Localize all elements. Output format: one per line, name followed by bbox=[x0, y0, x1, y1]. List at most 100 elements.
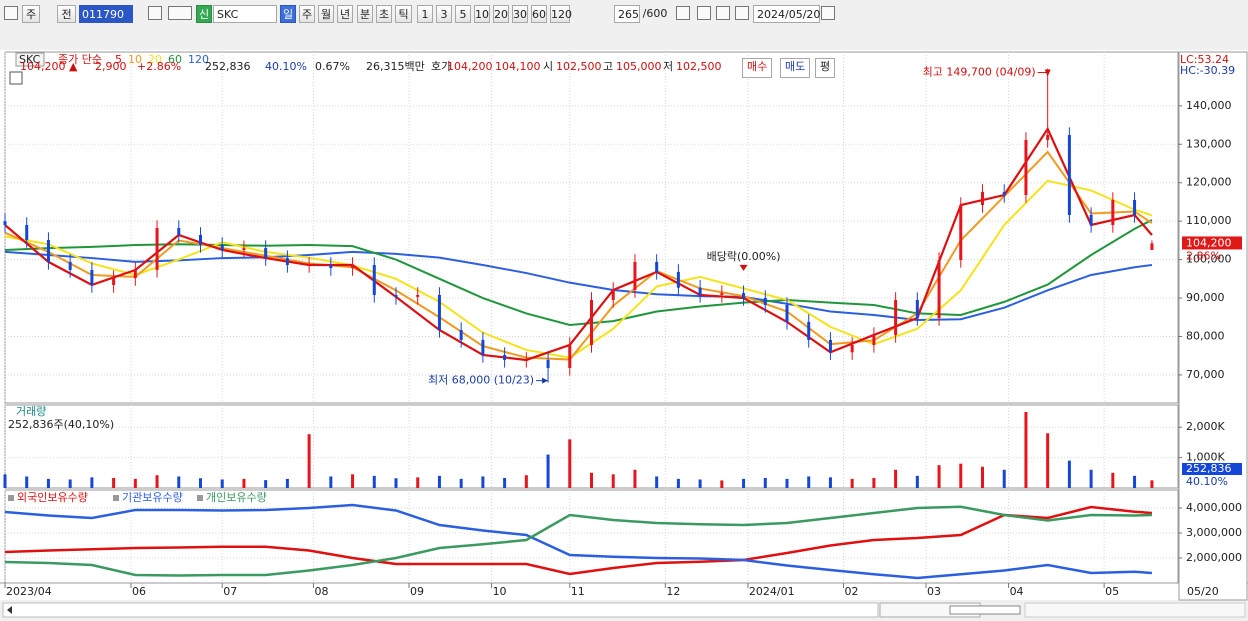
candle-body bbox=[133, 269, 137, 279]
y-tick-label: 2,000,000 bbox=[1186, 551, 1242, 564]
tool-icons[interactable] bbox=[1024, 602, 1246, 618]
candle-body bbox=[611, 289, 615, 300]
toolbar-button[interactable]: 일 bbox=[280, 5, 296, 23]
calendar-icon[interactable] bbox=[821, 6, 835, 20]
volume-bar bbox=[1002, 469, 1006, 488]
candle-body bbox=[1046, 135, 1050, 141]
toolbar-button[interactable]: 265 bbox=[614, 5, 640, 23]
last-change: 2.86% bbox=[1186, 249, 1221, 262]
draw-icon[interactable] bbox=[697, 6, 711, 20]
toolbar-button[interactable]: 5 bbox=[455, 5, 471, 23]
volume-bar bbox=[959, 463, 963, 488]
last-volume: 252,836 bbox=[1186, 462, 1232, 475]
volume-bar bbox=[655, 476, 659, 488]
info-item: 104,100 bbox=[495, 60, 541, 73]
info-item: 0.67% bbox=[315, 60, 350, 73]
toolbar-button[interactable]: 120 bbox=[550, 5, 572, 23]
toolbar-button[interactable]: 20 bbox=[493, 5, 509, 23]
legend-entry: 10 bbox=[128, 53, 142, 66]
last-price: 104,200 bbox=[1186, 236, 1232, 249]
toolbar-button[interactable]: /600 bbox=[642, 7, 668, 20]
toolbar-button[interactable]: 60 bbox=[531, 5, 547, 23]
toolbar-button[interactable]: SKC bbox=[213, 5, 277, 23]
info-item[interactable]: 매수 bbox=[742, 58, 773, 78]
search-icon[interactable] bbox=[148, 6, 162, 20]
menu-icon[interactable] bbox=[4, 6, 18, 20]
candle-body bbox=[850, 344, 854, 353]
scroll-track[interactable] bbox=[2, 602, 879, 618]
volume-bar bbox=[394, 478, 398, 488]
candle-icon[interactable] bbox=[676, 6, 690, 20]
y-tick-label: 1,000K bbox=[1186, 451, 1225, 464]
legend-label: 종가 단순 bbox=[58, 53, 102, 66]
toolbar-button[interactable]: 30 bbox=[512, 5, 528, 23]
candle-body bbox=[394, 294, 398, 297]
annotation-head bbox=[739, 264, 748, 271]
volume-bar bbox=[3, 474, 7, 488]
candle-body bbox=[416, 294, 420, 297]
volume-bar bbox=[199, 478, 202, 488]
toolbar-button[interactable]: 초 bbox=[376, 5, 392, 23]
settings-icon[interactable] bbox=[735, 6, 749, 20]
volume-bar bbox=[872, 477, 876, 488]
info-item: 102,500 bbox=[676, 60, 722, 73]
volume-bar bbox=[1067, 460, 1071, 488]
scroll-left[interactable] bbox=[7, 606, 12, 614]
candle-body bbox=[329, 264, 333, 269]
save-icon[interactable] bbox=[716, 6, 730, 20]
last-volume-pct: 40.10% bbox=[1186, 475, 1228, 488]
candle-body bbox=[25, 225, 29, 240]
info-item: 26,315백만 bbox=[366, 60, 425, 73]
candle-body bbox=[437, 294, 441, 330]
volume-bar bbox=[720, 480, 724, 488]
volume-bar bbox=[264, 480, 268, 488]
toolbar-button[interactable]: 10 bbox=[474, 5, 490, 23]
volume-bar bbox=[242, 478, 246, 488]
toolbar-button[interactable]: 3 bbox=[436, 5, 452, 23]
toolbar-button[interactable]: 신 bbox=[196, 5, 212, 23]
candle-body bbox=[68, 261, 72, 270]
candle-body bbox=[177, 228, 181, 235]
volume-bar bbox=[481, 476, 485, 488]
volume-bar bbox=[633, 469, 637, 488]
candle-body bbox=[220, 244, 224, 250]
annotation: 최고 149,700 (04/09) bbox=[923, 66, 1036, 79]
zoom-slider[interactable] bbox=[949, 605, 1021, 615]
info-item[interactable]: 평 bbox=[815, 58, 836, 78]
toolbar-button[interactable]: 2024/05/20 bbox=[753, 5, 820, 23]
candle-body bbox=[242, 248, 246, 250]
candle-body bbox=[568, 344, 572, 369]
info-item: 호가 bbox=[431, 60, 452, 73]
x-tick-label: 2023/04 bbox=[6, 585, 52, 598]
lc-label: LC:53.24 bbox=[1180, 53, 1229, 66]
sound-icon[interactable] bbox=[168, 6, 192, 20]
toolbar-button[interactable]: 년 bbox=[337, 5, 353, 23]
info-item: 252,836 bbox=[205, 60, 251, 73]
legend-title: SKC bbox=[19, 53, 41, 66]
candle-body bbox=[1002, 191, 1006, 196]
toolbar-button[interactable]: 주 bbox=[22, 5, 40, 23]
candle-body bbox=[1024, 140, 1028, 196]
toolbar-button[interactable]: 분 bbox=[357, 5, 373, 23]
candle-body bbox=[524, 359, 528, 361]
candle-body bbox=[155, 228, 159, 270]
volume-bar bbox=[285, 478, 289, 488]
candle-body bbox=[307, 264, 311, 266]
volume-bar bbox=[1024, 411, 1028, 488]
candle-body bbox=[655, 261, 659, 272]
info-item[interactable]: 매도 bbox=[780, 58, 811, 78]
toolbar-button[interactable]: 틱 bbox=[395, 5, 412, 23]
candle-body bbox=[915, 299, 919, 319]
candle-body bbox=[785, 304, 789, 322]
candle-body bbox=[720, 293, 724, 295]
toolbar-button[interactable]: 1 bbox=[417, 5, 433, 23]
series-line bbox=[4, 503, 1153, 580]
toolbar-button[interactable]: 월 bbox=[318, 5, 334, 23]
toolbar-button[interactable]: 011790 bbox=[79, 5, 133, 23]
toolbar-button[interactable]: 주 bbox=[299, 5, 315, 23]
volume-bar bbox=[307, 434, 311, 488]
volume-bar bbox=[503, 477, 507, 488]
calc-icon bbox=[9, 71, 23, 85]
toolbar-button[interactable]: 전 bbox=[57, 5, 76, 23]
